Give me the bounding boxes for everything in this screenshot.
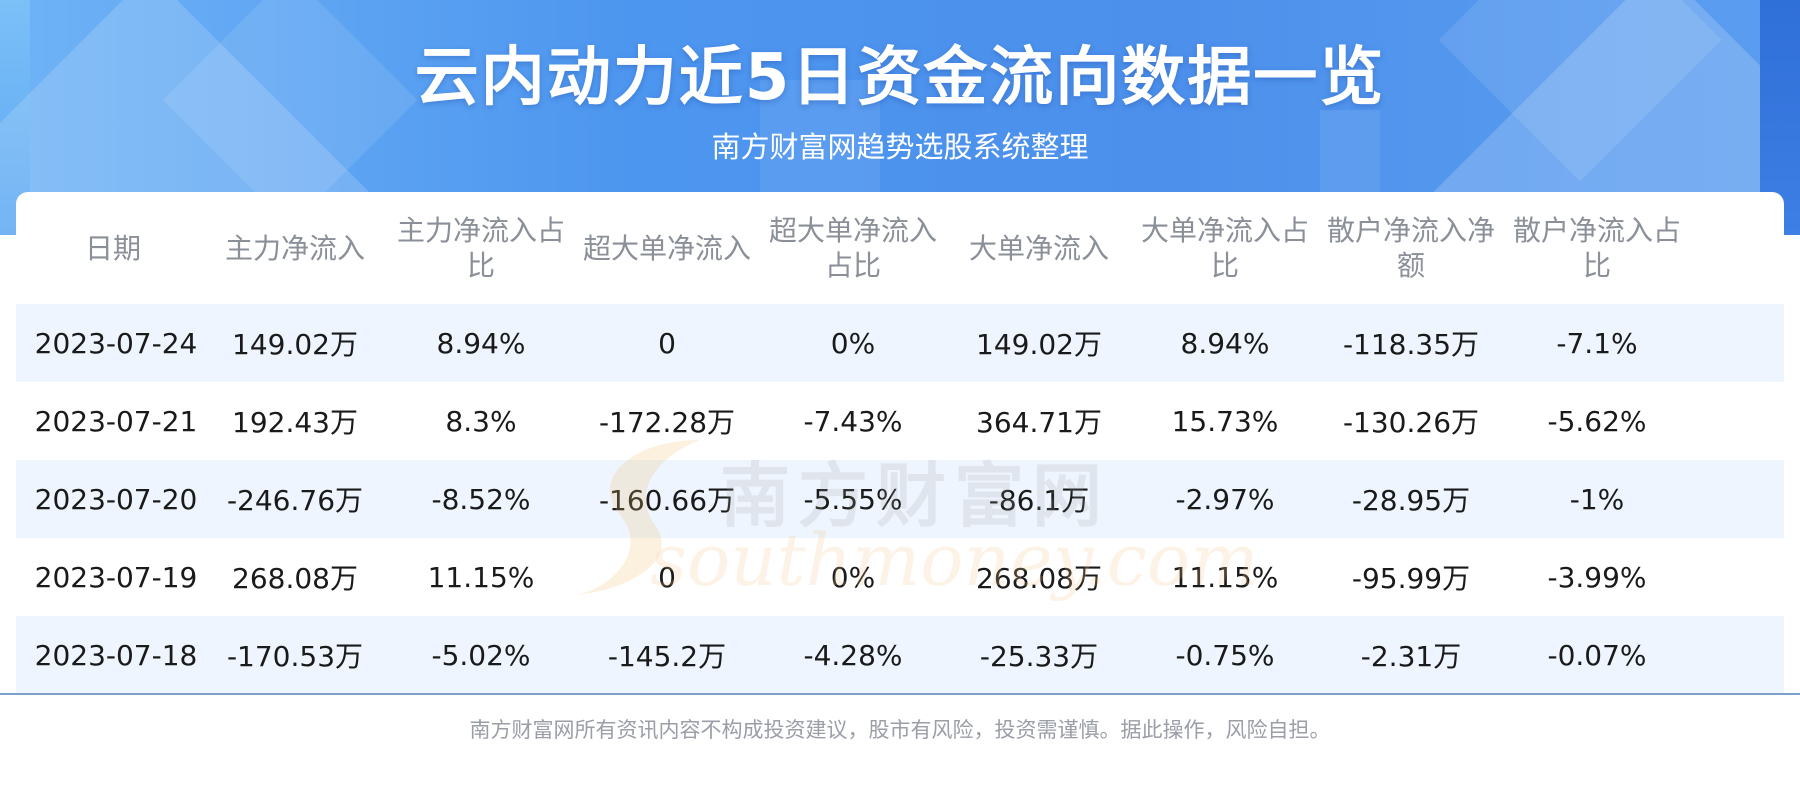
cell-retail-inflow: -130.26万: [1342, 406, 1480, 439]
cell-main-inflow: 149.02万: [232, 328, 358, 361]
table-row: 2023-07-21 192.43万 8.3% -172.28万 -7.43% …: [16, 382, 1784, 460]
cell-retail-inflow-ratio: -0.07%: [1547, 638, 1647, 672]
cell-super-large-inflow: -172.28万: [598, 406, 736, 439]
cell-date: 2023-07-20: [34, 482, 198, 516]
cell-super-large-inflow: 0: [658, 326, 676, 360]
table-header-row: 日期 主力净流入 主力净流入占比 超大单净流入 超大单净流入占比 大单净流入 大…: [16, 192, 1784, 304]
fund-flow-table: 日期 主力净流入 主力净流入占比 超大单净流入 超大单净流入占比 大单净流入 大…: [16, 192, 1784, 694]
cell-retail-inflow-ratio: -7.1%: [1556, 326, 1638, 360]
column-header-super-large-inflow: 超大单净流入: [582, 231, 751, 265]
cell-large-inflow-ratio: -0.75%: [1175, 638, 1275, 672]
cell-large-inflow: 268.08万: [976, 562, 1102, 595]
cell-super-large-inflow-ratio: -7.43%: [803, 404, 903, 438]
cell-main-inflow-ratio: 8.94%: [436, 326, 526, 360]
column-header-super-large-inflow-ratio: 超大单净流入占比: [768, 214, 937, 282]
cell-retail-inflow: -95.99万: [1351, 562, 1471, 595]
cell-main-inflow-ratio: 8.3%: [445, 404, 517, 438]
cell-large-inflow-ratio: 11.15%: [1171, 560, 1279, 594]
cell-date: 2023-07-19: [34, 560, 198, 594]
data-table-card: 日期 主力净流入 主力净流入占比 超大单净流入 超大单净流入占比 大单净流入 大…: [16, 192, 1784, 694]
cell-retail-inflow: -28.95万: [1351, 484, 1471, 517]
cell-large-inflow-ratio: 15.73%: [1171, 404, 1279, 438]
table-row: 2023-07-24 149.02万 8.94% 0 0% 149.02万 8.…: [16, 304, 1784, 382]
page-subtitle: 南方财富网趋势选股系统整理: [711, 130, 1089, 164]
column-header-date: 日期: [84, 231, 141, 265]
cell-retail-inflow-ratio: -3.99%: [1547, 560, 1647, 594]
cell-large-inflow: 149.02万: [976, 328, 1102, 361]
column-header-main-inflow-ratio: 主力净流入占比: [396, 214, 565, 282]
cell-main-inflow: -246.76万: [226, 484, 364, 517]
footer-disclaimer: 南方财富网所有资讯内容不构成投资建议，股市有风险，投资需谨慎。据此操作，风险自担…: [469, 718, 1331, 742]
cell-date: 2023-07-21: [34, 404, 198, 438]
column-header-retail-inflow-ratio: 散户净流入占比: [1512, 214, 1681, 282]
cell-main-inflow-ratio: -5.02%: [431, 638, 531, 672]
cell-retail-inflow: -2.31万: [1360, 640, 1462, 673]
cell-main-inflow: 268.08万: [232, 562, 358, 595]
cell-main-inflow-ratio: 11.15%: [427, 560, 535, 594]
column-header-large-inflow-ratio: 大单净流入占比: [1140, 214, 1309, 282]
cell-large-inflow: -86.1万: [988, 484, 1090, 517]
cell-large-inflow-ratio: 8.94%: [1180, 326, 1270, 360]
cell-super-large-inflow: -160.66万: [598, 484, 736, 517]
cell-large-inflow-ratio: -2.97%: [1175, 482, 1275, 516]
table-bottom-divider: [0, 693, 1800, 695]
cell-super-large-inflow-ratio: -4.28%: [803, 638, 903, 672]
column-header-retail-inflow: 散户净流入净额: [1326, 214, 1495, 282]
cell-super-large-inflow-ratio: 0%: [830, 560, 876, 594]
cell-large-inflow: 364.71万: [976, 406, 1102, 439]
table-row: 2023-07-20 -246.76万 -8.52% -160.66万 -5.5…: [16, 460, 1784, 538]
cell-retail-inflow-ratio: -1%: [1569, 482, 1625, 516]
cell-retail-inflow: -118.35万: [1342, 328, 1480, 361]
cell-main-inflow-ratio: -8.52%: [431, 482, 531, 516]
cell-main-inflow: 192.43万: [232, 406, 358, 439]
cell-retail-inflow-ratio: -5.62%: [1547, 404, 1647, 438]
cell-super-large-inflow: 0: [658, 560, 676, 594]
cell-super-large-inflow-ratio: -5.55%: [803, 482, 903, 516]
cell-date: 2023-07-18: [34, 638, 198, 672]
page-title: 云内动力近5日资金流向数据一览: [414, 41, 1386, 115]
cell-date: 2023-07-24: [34, 326, 198, 360]
cell-main-inflow: -170.53万: [226, 640, 364, 673]
column-header-large-inflow: 大单净流入: [968, 231, 1109, 265]
table-row: 2023-07-18 -170.53万 -5.02% -145.2万 -4.28…: [16, 616, 1784, 694]
cell-super-large-inflow-ratio: 0%: [830, 326, 876, 360]
table-row: 2023-07-19 268.08万 11.15% 0 0% 268.08万 1…: [16, 538, 1784, 616]
column-header-main-inflow: 主力净流入: [224, 231, 365, 265]
cell-large-inflow: -25.33万: [979, 640, 1099, 673]
cell-super-large-inflow: -145.2万: [607, 640, 727, 673]
